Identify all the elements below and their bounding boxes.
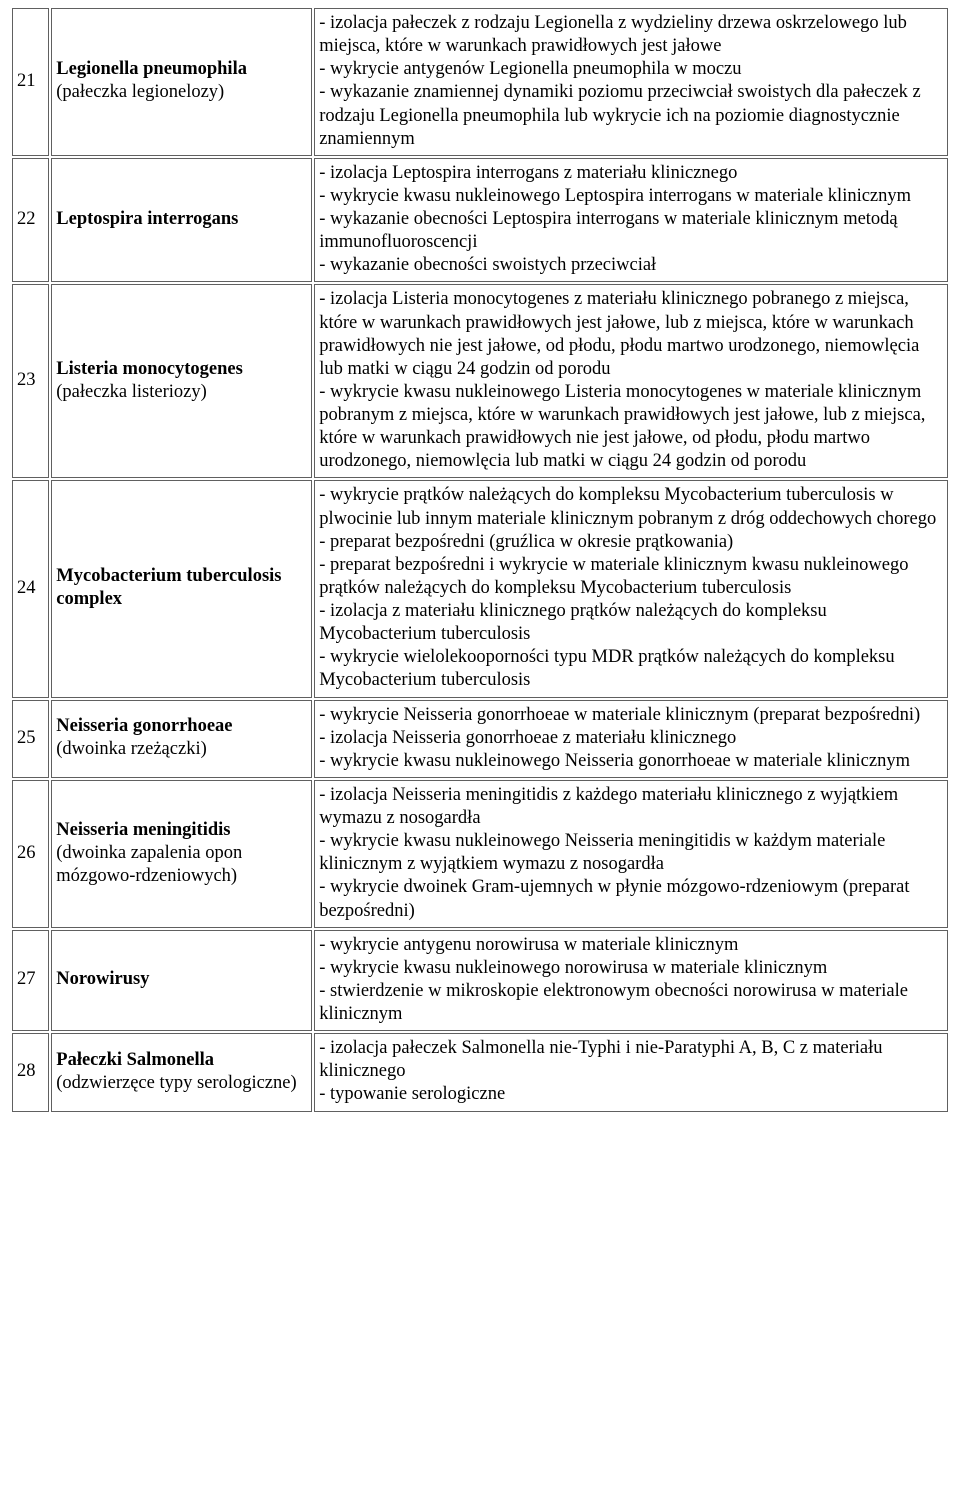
table-row: 27 Norowirusy - wykrycie antygenu norowi…	[12, 930, 948, 1032]
criteria-cell: - wykrycie prątków należących do komplek…	[314, 480, 948, 697]
criterion: - wykazanie obecności Leptospira interro…	[319, 208, 943, 254]
row-number: 24	[12, 480, 49, 697]
row-number: 28	[12, 1033, 49, 1111]
criterion: - wykrycie prątków należących do komplek…	[319, 484, 943, 553]
table-row: 26 Neisseria meningitidis (dwoinka zapal…	[12, 780, 948, 928]
criteria-cell: - izolacja pałeczek Salmonella nie-Typhi…	[314, 1033, 948, 1111]
criterion: - wykrycie kwasu nukleinowego Neisseria …	[319, 830, 943, 876]
criteria-cell: - izolacja pałeczek z rodzaju Legionella…	[314, 8, 948, 156]
table-row: 23 Listeria monocytogenes (pałeczka list…	[12, 284, 948, 478]
pathogen-name-sub: (dwoinka zapalenia opon mózgowo-rdzeniow…	[56, 843, 242, 886]
criterion: - wykrycie kwasu nukleinowego norowirusa…	[319, 957, 943, 980]
pathogen-name: Leptospira interrogans	[51, 158, 312, 283]
table-body: 21 Legionella pneumophila (pałeczka legi…	[12, 8, 948, 1112]
criterion: - wykazanie znamiennej dynamiki poziomu …	[319, 81, 943, 150]
table-row: 28 Pałeczki Salmonella (odzwierzęce typy…	[12, 1033, 948, 1111]
criterion: - wykrycie dwoinek Gram-ujemnych w płyni…	[319, 876, 943, 922]
row-number: 27	[12, 930, 49, 1032]
criterion: - preparat bezpośredni i wykrycie w mate…	[319, 554, 943, 600]
criterion: - typowanie serologiczne	[319, 1083, 943, 1106]
pathogen-name-bold: Legionella pneumophila	[56, 59, 247, 79]
pathogen-name-bold: Neisseria gonorrhoeae	[56, 716, 232, 736]
criterion: - izolacja Neisseria meningitidis z każd…	[319, 784, 943, 830]
pathogen-name-bold: Pałeczki Salmonella	[56, 1050, 214, 1070]
criterion: - izolacja Neisseria gonorrhoeae z mater…	[319, 727, 943, 750]
pathogen-name-bold: Neisseria meningitidis	[56, 820, 230, 840]
criterion: - wykrycie antygenu norowirusa w materia…	[319, 934, 943, 957]
pathogen-name-sub: (odzwierzęce typy serologiczne)	[56, 1073, 296, 1093]
pathogen-name: Norowirusy	[51, 930, 312, 1032]
pathogen-name: Mycobacterium tuberculosis complex	[51, 480, 312, 697]
row-number: 22	[12, 158, 49, 283]
pathogen-name: Legionella pneumophila (pałeczka legione…	[51, 8, 312, 156]
criterion: - wykrycie kwasu nukleinowego Neisseria …	[319, 750, 943, 773]
criterion: - stwierdzenie w mikroskopie elektronowy…	[319, 980, 943, 1026]
pathogen-name-sub: (dwoinka rzeżączki)	[56, 739, 206, 759]
pathogen-name-bold: Mycobacterium tuberculosis complex	[56, 566, 281, 609]
pathogen-name-sub: (pałeczka listeriozy)	[56, 382, 206, 402]
pathogen-name-sub: (pałeczka legionelozy)	[56, 82, 224, 102]
pathogen-name-bold: Listeria monocytogenes	[56, 359, 243, 379]
criterion: - izolacja Listeria monocytogenes z mate…	[319, 288, 943, 381]
table-row: 22 Leptospira interrogans - izolacja Lep…	[12, 158, 948, 283]
document-page: 21 Legionella pneumophila (pałeczka legi…	[0, 0, 960, 1124]
criterion: - izolacja z materiału klinicznego prątk…	[319, 600, 943, 646]
criteria-cell: - wykrycie Neisseria gonorrhoeae w mater…	[314, 700, 948, 778]
pathogen-name: Pałeczki Salmonella (odzwierzęce typy se…	[51, 1033, 312, 1111]
row-number: 23	[12, 284, 49, 478]
criterion: - wykazanie obecności swoistych przeciwc…	[319, 254, 943, 277]
pathogen-name: Neisseria meningitidis (dwoinka zapaleni…	[51, 780, 312, 928]
pathogen-name-bold: Leptospira interrogans	[56, 209, 238, 229]
criterion: - wykrycie antygenów Legionella pneumoph…	[319, 58, 943, 81]
table-row: 21 Legionella pneumophila (pałeczka legi…	[12, 8, 948, 156]
row-number: 25	[12, 700, 49, 778]
criteria-cell: - izolacja Listeria monocytogenes z mate…	[314, 284, 948, 478]
criterion: - wykrycie wielolekooporności typu MDR p…	[319, 646, 943, 692]
pathogen-name: Neisseria gonorrhoeae (dwoinka rzeżączki…	[51, 700, 312, 778]
criterion: - izolacja Leptospira interrogans z mate…	[319, 162, 943, 185]
criterion: - izolacja pałeczek Salmonella nie-Typhi…	[319, 1037, 943, 1083]
criterion: - wykrycie Neisseria gonorrhoeae w mater…	[319, 704, 943, 727]
pathogen-name: Listeria monocytogenes (pałeczka listeri…	[51, 284, 312, 478]
pathogen-name-bold: Norowirusy	[56, 969, 149, 989]
row-number: 26	[12, 780, 49, 928]
criterion: - wykrycie kwasu nukleinowego Listeria m…	[319, 381, 943, 474]
criteria-cell: - wykrycie antygenu norowirusa w materia…	[314, 930, 948, 1032]
row-number: 21	[12, 8, 49, 156]
criteria-table: 21 Legionella pneumophila (pałeczka legi…	[10, 6, 950, 1114]
criteria-cell: - izolacja Leptospira interrogans z mate…	[314, 158, 948, 283]
criterion: - izolacja pałeczek z rodzaju Legionella…	[319, 12, 943, 58]
criterion: - wykrycie kwasu nukleinowego Leptospira…	[319, 185, 943, 208]
table-row: 25 Neisseria gonorrhoeae (dwoinka rzeżąc…	[12, 700, 948, 778]
criteria-cell: - izolacja Neisseria meningitidis z każd…	[314, 780, 948, 928]
table-row: 24 Mycobacterium tuberculosis complex - …	[12, 480, 948, 697]
